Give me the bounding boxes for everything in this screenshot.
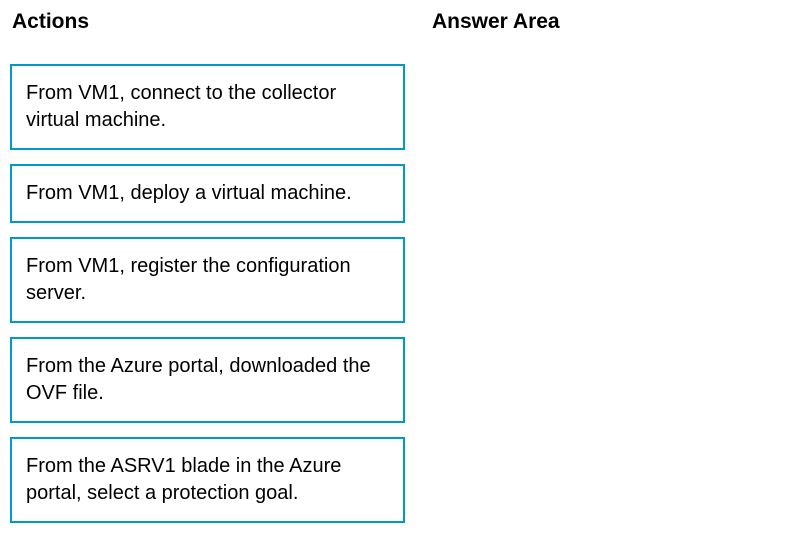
answer-area-header: Answer Area xyxy=(430,10,801,34)
action-item-label: From the Azure portal, downloaded the OV… xyxy=(26,355,371,404)
action-item[interactable]: From VM1, connect to the collector virtu… xyxy=(10,64,405,150)
action-item-label: From VM1, register the configuration ser… xyxy=(26,255,351,304)
action-item[interactable]: From VM1, register the configuration ser… xyxy=(10,237,405,323)
actions-column: Actions From VM1, connect to the collect… xyxy=(0,0,420,551)
action-item[interactable]: From the ASRV1 blade in the Azure portal… xyxy=(10,437,405,523)
drag-drop-container: Actions From VM1, connect to the collect… xyxy=(0,0,811,551)
action-item[interactable]: From VM1, deploy a virtual machine. xyxy=(10,164,405,223)
actions-header: Actions xyxy=(10,10,410,34)
action-item-label: From VM1, deploy a virtual machine. xyxy=(26,182,352,204)
action-item[interactable]: From the Azure portal, downloaded the OV… xyxy=(10,337,405,423)
action-item-label: From the ASRV1 blade in the Azure portal… xyxy=(26,455,341,504)
answer-area-column[interactable]: Answer Area xyxy=(420,0,811,551)
action-item-label: From VM1, connect to the collector virtu… xyxy=(26,82,336,131)
